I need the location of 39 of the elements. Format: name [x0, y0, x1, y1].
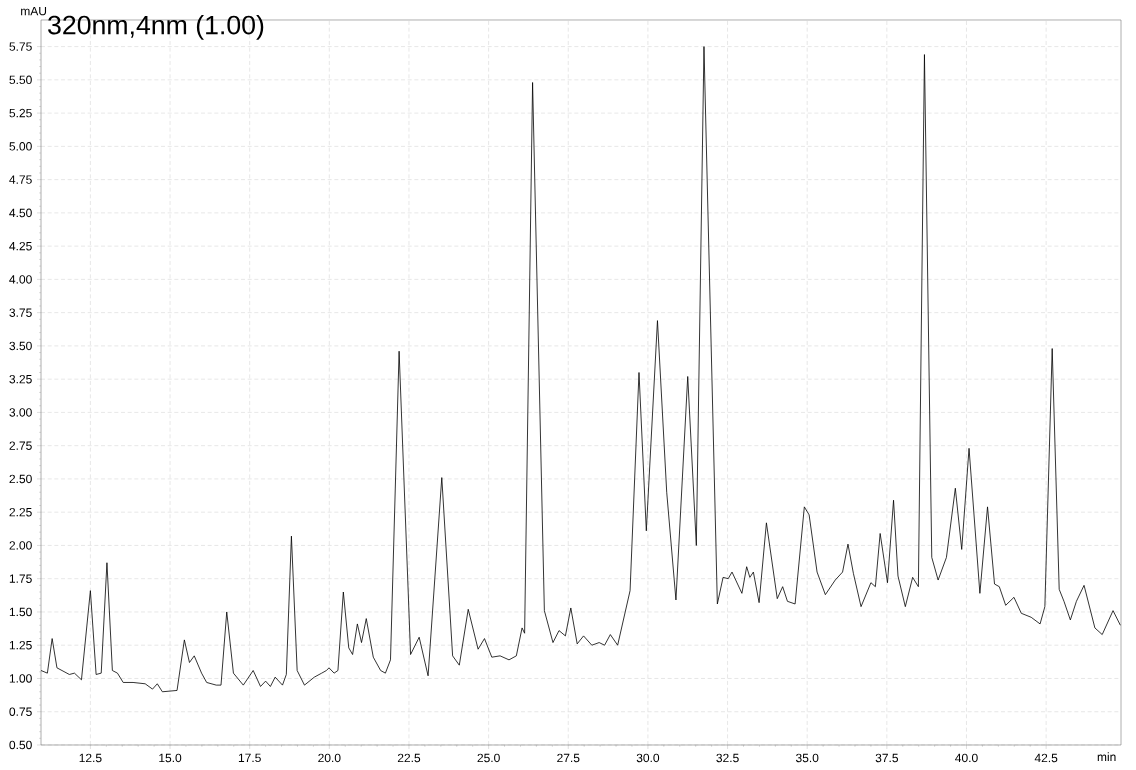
y-tick-label: 3.50	[9, 341, 32, 351]
x-tick-label: 40.0	[955, 753, 978, 763]
chart-title: 320nm,4nm (1.00)	[48, 14, 264, 40]
y-tick-label: 1.50	[9, 607, 32, 617]
x-tick-label: 25.0	[477, 753, 500, 763]
y-tick-label: 3.75	[9, 308, 32, 317]
x-tick-label: 42.5	[1034, 753, 1058, 763]
y-tick-label: 0.50	[9, 740, 32, 750]
y-tick-label: 5.00	[9, 142, 32, 151]
x-tick-label: 12.5	[79, 753, 102, 763]
y-tick-label: 3.00	[9, 408, 32, 417]
y-tick-label: 4.75	[9, 175, 32, 184]
y-tick-label: 4.00	[9, 275, 32, 284]
y-tick-label: 4.50	[9, 208, 32, 218]
x-tick-label: 22.5	[397, 753, 421, 763]
x-tick-label: 30.0	[636, 753, 660, 763]
y-tick-label: 5.50	[9, 75, 32, 85]
y-axis-title: mAU	[21, 6, 47, 16]
y-tick-label: 5.25	[9, 108, 32, 118]
x-axis-title: min	[1097, 752, 1116, 762]
line-series	[40, 46, 1121, 693]
y-tick-label: 5.75	[9, 42, 32, 51]
x-tick-label: 15.0	[159, 753, 182, 763]
x-tick-label: 37.5	[875, 753, 899, 763]
y-tick-label: 2.75	[9, 441, 32, 450]
y-tick-label: 4.25	[9, 241, 32, 251]
x-tick-label: 17.5	[238, 753, 261, 763]
y-tick-label: 1.00	[9, 674, 32, 683]
x-tick-label: 32.5	[716, 753, 739, 763]
y-tick-label: 1.25	[9, 640, 32, 650]
y-tick-label: 0.75	[9, 707, 32, 716]
y-tick-label: 2.25	[9, 507, 32, 517]
y-tick-label: 2.50	[9, 474, 32, 484]
y-tick-label: 3.25	[9, 374, 32, 384]
x-tick-label: 27.5	[557, 753, 580, 763]
y-tick-label: 2.00	[9, 541, 32, 550]
x-tick-label: 35.0	[795, 753, 819, 763]
y-tick-label: 1.75	[9, 574, 32, 583]
x-tick-label: 20.0	[318, 753, 341, 763]
